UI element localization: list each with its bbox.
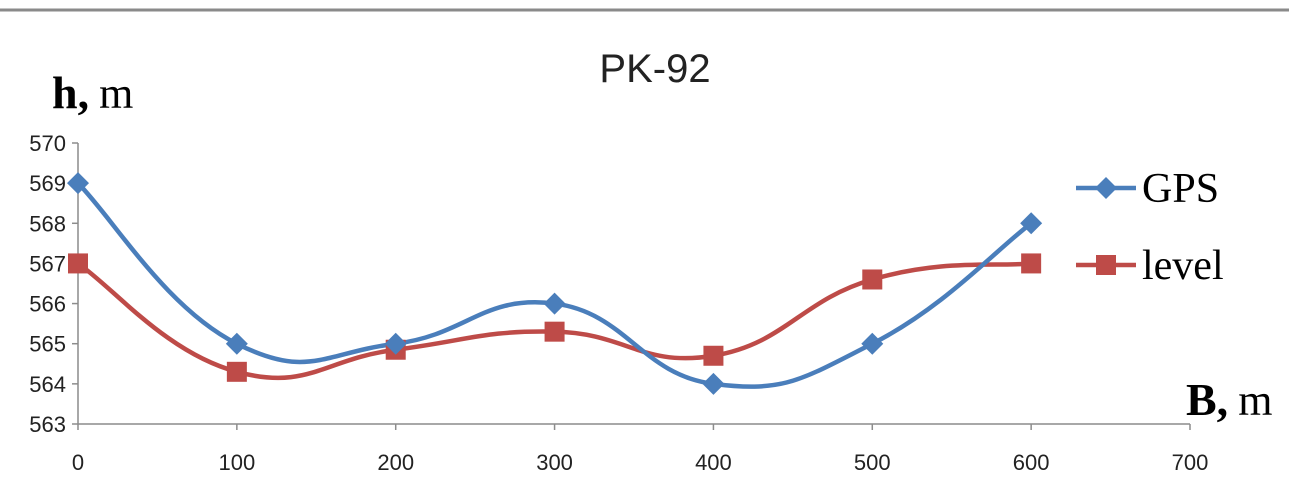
- series-point-gps: [543, 292, 566, 315]
- series-point-gps: [225, 332, 248, 355]
- y-tick-label: 569: [29, 171, 66, 196]
- series-line-gps: [76, 181, 1033, 389]
- x-tick-label: 100: [218, 450, 255, 475]
- series-line-level: [76, 261, 1032, 381]
- series-point-level: [544, 321, 565, 342]
- y-axis-variable: h,: [52, 67, 89, 118]
- y-tick-label: 563: [29, 412, 66, 437]
- y-tick-label: 565: [29, 332, 66, 357]
- axes: [72, 142, 1191, 430]
- y-tick-label: 567: [29, 251, 66, 276]
- y-tick-label: 570: [29, 131, 66, 156]
- y-axis-label: h, m: [52, 67, 133, 118]
- legend-marker-level: [1096, 255, 1116, 275]
- series-point-gps: [384, 332, 407, 355]
- series-group: [67, 172, 1043, 395]
- legend-label-gps: GPS: [1142, 166, 1219, 212]
- chart-title: PK-92: [599, 47, 710, 91]
- y-tick-label: 566: [29, 292, 66, 317]
- x-tick-label: 700: [1172, 450, 1209, 475]
- x-axis-variable: B,: [1186, 374, 1228, 425]
- series-point-gps: [1020, 212, 1043, 235]
- series-point-gps: [67, 172, 89, 195]
- series-point-gps: [702, 372, 725, 395]
- series-point-level: [1021, 253, 1042, 274]
- x-tick-label: 600: [1013, 450, 1050, 475]
- series-point-level: [703, 345, 724, 366]
- x-tick-label: 400: [695, 450, 732, 475]
- legend-marker-gps: [1095, 177, 1117, 199]
- x-tick-label: 200: [377, 450, 414, 475]
- y-tick-labels: 563 564 565 566 567 568 569 570: [29, 131, 66, 437]
- x-tick-labels: 0 100 200 300 400 500 600 700: [72, 450, 1208, 475]
- y-axis-unit: m: [99, 69, 133, 118]
- series-point-level: [226, 361, 247, 382]
- x-tick-label: 300: [536, 450, 573, 475]
- y-tick-label: 564: [29, 372, 66, 397]
- y-tick-label: 568: [29, 211, 66, 236]
- x-axis-label: B, m: [1186, 374, 1272, 425]
- legend: GPS level: [1076, 166, 1224, 289]
- series-point-gps: [861, 332, 884, 355]
- legend-label-level: level: [1142, 243, 1224, 289]
- x-tick-label: 500: [854, 450, 891, 475]
- series-point-level: [862, 269, 883, 290]
- series-point-level: [68, 253, 88, 274]
- x-tick-label: 0: [72, 450, 84, 475]
- x-axis-unit: m: [1238, 376, 1272, 425]
